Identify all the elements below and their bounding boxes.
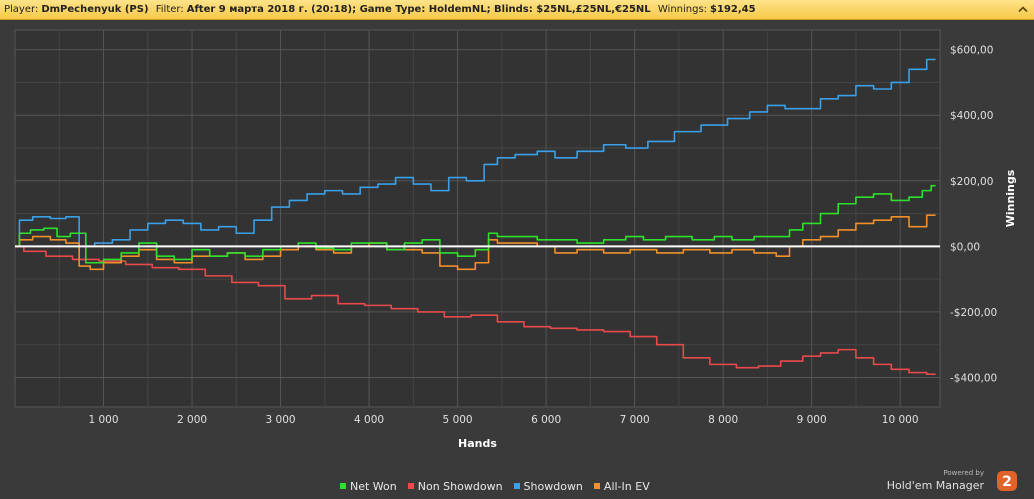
legend-swatch: [407, 483, 414, 489]
x-tick-label: 10 000: [882, 414, 919, 426]
x-tick-label: 1 000: [88, 414, 118, 426]
legend-item[interactable]: Non Showdown: [407, 479, 503, 493]
legend-label: Showdown: [523, 479, 583, 493]
filter-value: After 9 марта 2018 г. (20:18); Game Type…: [186, 4, 651, 15]
legend-item[interactable]: Showdown: [513, 479, 583, 493]
x-tick-label: 3 000: [266, 414, 296, 426]
hm2-logo-icon: 2: [997, 471, 1017, 491]
y-axis-title: Winnings: [1004, 169, 1017, 227]
legend-swatch: [593, 483, 600, 489]
y-tick-label: $0,00: [950, 241, 980, 253]
series-line-showdown: [15, 58, 936, 248]
winnings-value: $192,45: [710, 4, 756, 15]
player-value: DmPechenyuk (PS): [41, 4, 149, 15]
x-tick-label: 7 000: [620, 414, 650, 426]
player-label: Player:: [4, 4, 39, 15]
chart-legend: Net Won Non Showdown Showdown All-In EV: [340, 479, 650, 493]
plot-area: [14, 29, 941, 408]
x-axis-title: Hands: [458, 437, 497, 450]
y-tick-label: $600,00: [950, 45, 993, 57]
y-tick-label: $400,00: [950, 110, 993, 122]
x-tick-label: 4 000: [354, 414, 384, 426]
chevron-up-icon[interactable]: [1018, 5, 1028, 15]
header-bar: Player: DmPechenyuk (PS) Filter: After 9 м…: [0, 0, 1034, 20]
y-tick-label: -$200,00: [950, 307, 997, 319]
product-name: Hold'em Manager: [886, 479, 984, 492]
series-line-non-showdown: [15, 245, 936, 376]
x-tick-label: 8 000: [708, 414, 738, 426]
legend-label: Net Won: [350, 479, 397, 493]
winnings-label: Winnings:: [657, 4, 708, 15]
legend-label: Non Showdown: [417, 479, 503, 493]
legend-item[interactable]: All-In EV: [593, 479, 650, 493]
winnings-chart: 1 000 2 000 3 000 4 000 5 000 6 000 7 000 8 000…: [14, 29, 1017, 450]
x-tick-label: 2 000: [177, 414, 207, 426]
filter-label: Filter:: [155, 4, 184, 15]
legend-swatch: [340, 483, 346, 489]
branding: Powered by Hold'em Manager 2: [882, 467, 1022, 495]
x-tick-label: 5 000: [443, 414, 473, 426]
y-tick-label: $200,00: [950, 176, 993, 188]
x-tick-label: 9 000: [797, 414, 827, 426]
x-tick-label: 6 000: [531, 414, 561, 426]
y-tick-label: -$400,00: [950, 372, 997, 384]
legend-swatch: [513, 483, 520, 489]
svg-text:2: 2: [1002, 474, 1012, 490]
series-line-net-won: [15, 184, 936, 264]
powered-by-text: Powered by: [943, 469, 984, 477]
legend-item[interactable]: Net Won: [340, 480, 397, 493]
legend-label: All-In EV: [603, 479, 650, 493]
